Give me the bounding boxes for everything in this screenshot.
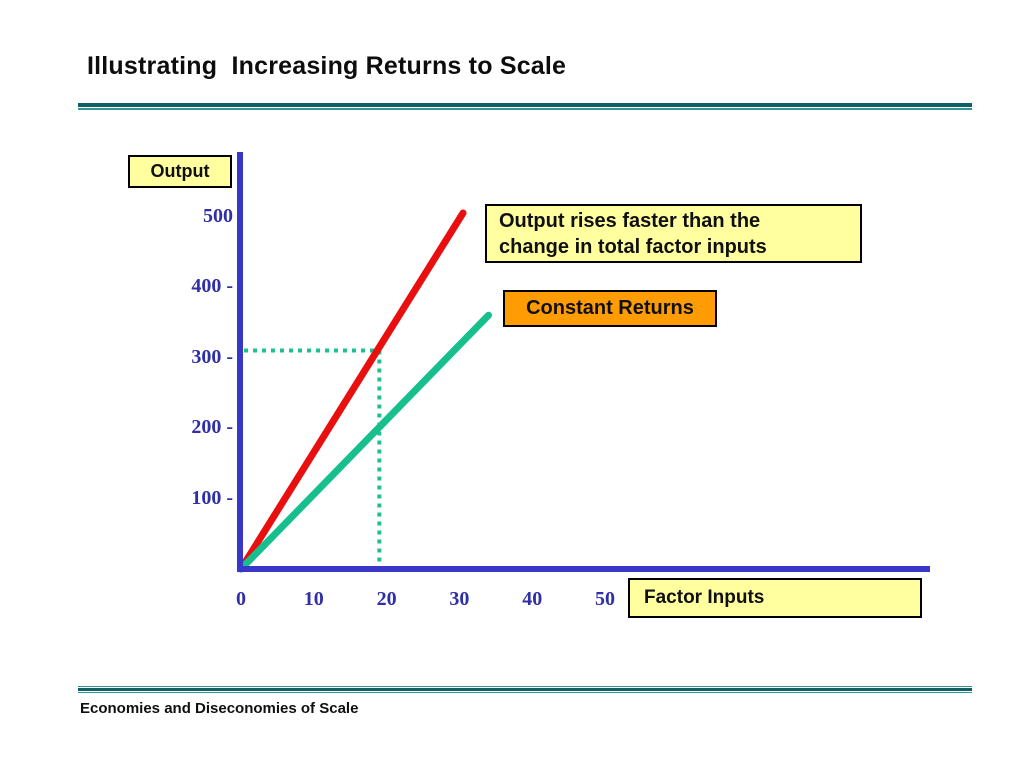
x-tick-10: 10 <box>303 588 324 610</box>
footer-rule <box>78 686 972 694</box>
annotation-line-2: change in total factor inputs <box>499 236 767 258</box>
y-tick-200: 200 - <box>191 416 233 438</box>
x-axis-title-box: Factor Inputs <box>628 578 922 618</box>
annotation-line-1: Output rises faster than the <box>499 210 761 232</box>
constant-returns-line <box>237 311 493 573</box>
y-tick-500: 500 <box>203 204 233 227</box>
slide-title: Illustrating Increasing Returns to Scale <box>87 52 567 80</box>
x-tick-40: 40 <box>522 588 543 610</box>
constant-returns-box: Constant Returns <box>503 290 717 327</box>
x-tick-20: 20 <box>376 588 397 610</box>
x-tick-0: 0 <box>236 588 246 610</box>
y-tick-100: 100 - <box>191 486 233 509</box>
y-axis <box>237 152 243 572</box>
y-axis-title-box: Output <box>128 155 232 188</box>
x-tick-50: 50 <box>595 588 615 610</box>
annotation-box: Output rises faster than the change in t… <box>485 204 862 263</box>
x-tick-30: 30 <box>449 588 470 610</box>
increasing-returns-to-scale-line <box>237 209 467 573</box>
y-tick-400: 400 - <box>191 275 233 297</box>
y-tick-300: 300 - <box>191 345 233 368</box>
x-axis <box>237 566 930 572</box>
title-underline-rule <box>78 103 972 112</box>
footer-text: Economies and Diseconomies of Scale <box>80 700 359 717</box>
